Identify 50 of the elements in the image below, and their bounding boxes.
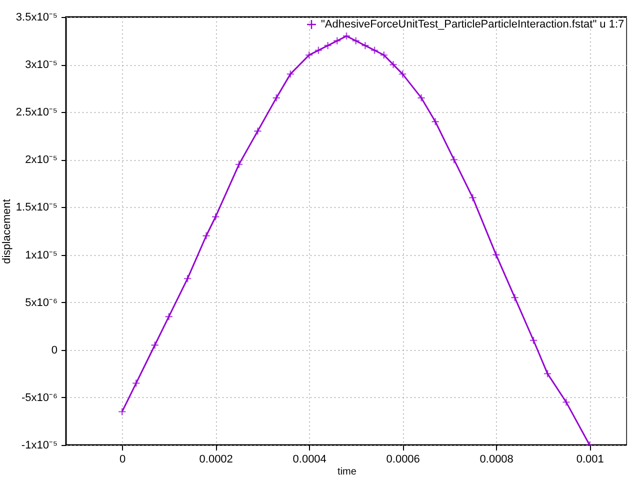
y-tick-label: 3x10⁻⁵ bbox=[25, 59, 58, 72]
y-tick-label: 2.5x10⁻⁵ bbox=[16, 106, 58, 119]
point bbox=[370, 46, 379, 54]
y-tick-label: -5x10⁻⁶ bbox=[21, 392, 58, 404]
y-tick-label: 0 bbox=[51, 344, 58, 356]
point bbox=[492, 250, 500, 259]
point bbox=[254, 126, 262, 136]
point bbox=[342, 32, 351, 40]
point bbox=[183, 274, 192, 283]
point bbox=[324, 41, 332, 50]
point bbox=[431, 117, 440, 126]
point bbox=[150, 340, 159, 350]
point bbox=[272, 94, 281, 102]
point bbox=[202, 232, 210, 240]
x-tick-label: 0 bbox=[120, 454, 126, 466]
y-tick-label: 1x10⁻⁵ bbox=[25, 249, 58, 262]
point bbox=[286, 70, 295, 78]
point bbox=[389, 60, 398, 69]
point bbox=[562, 398, 570, 406]
point bbox=[352, 36, 360, 45]
x-tick-label: 0.0002 bbox=[199, 454, 233, 466]
y-tick-label: 5x10⁻⁶ bbox=[25, 296, 58, 309]
x-tick-label: 0.0008 bbox=[480, 454, 514, 466]
point bbox=[234, 160, 244, 169]
point bbox=[450, 156, 458, 164]
point bbox=[314, 46, 323, 54]
y-tick-label: 3.5x10⁻⁵ bbox=[16, 12, 58, 24]
point bbox=[361, 41, 370, 50]
point bbox=[543, 370, 552, 378]
y-axis-title: displacement bbox=[0, 199, 13, 264]
point bbox=[510, 293, 519, 302]
legend-label: "AdhesiveForceUnitTest_ParticleParticleInteraction.fstat" u 1:7 bbox=[321, 18, 624, 30]
point bbox=[304, 50, 314, 60]
y-tick-label: -1x10⁻⁵ bbox=[21, 440, 58, 452]
point bbox=[164, 312, 173, 321]
point bbox=[380, 50, 388, 60]
y-tick-label: 2x10⁻⁵ bbox=[25, 154, 58, 166]
point bbox=[398, 70, 407, 78]
point bbox=[417, 94, 426, 102]
y-tick-label: 1.5x10⁻⁵ bbox=[16, 202, 58, 214]
x-tick-label: 0.0006 bbox=[386, 454, 420, 466]
point bbox=[118, 408, 126, 416]
point bbox=[529, 336, 538, 345]
point bbox=[333, 36, 342, 45]
point bbox=[468, 194, 477, 202]
point bbox=[132, 379, 140, 388]
x-tick-label: 0.0004 bbox=[292, 454, 326, 466]
x-axis-title: time bbox=[338, 466, 357, 478]
x-tick-label: 0.001 bbox=[576, 454, 604, 466]
point bbox=[211, 212, 220, 221]
